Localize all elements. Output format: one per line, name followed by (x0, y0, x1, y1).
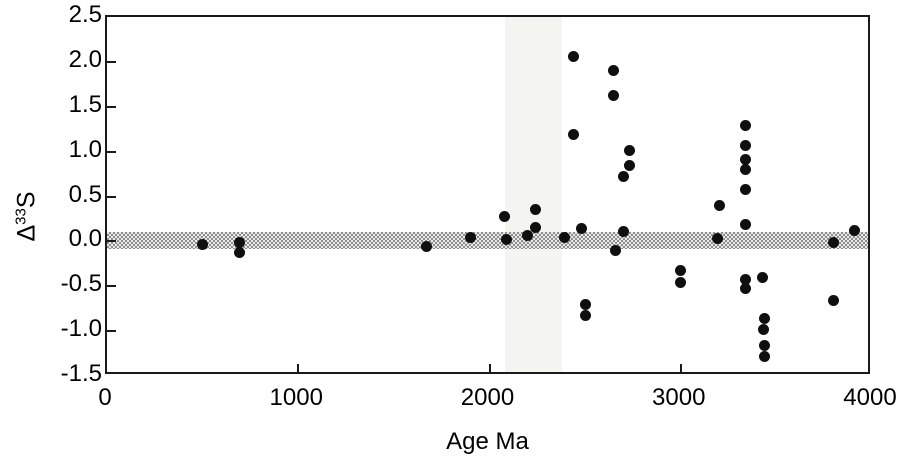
x-axis-title: Age Ma (446, 428, 529, 455)
data-point (608, 65, 620, 77)
y-axis-tick-mark (107, 60, 116, 63)
y-axis-tick-label: -1.0 (60, 315, 102, 343)
zero-reference-band (107, 231, 868, 250)
data-point (759, 339, 771, 351)
x-axis-tick-mark (488, 364, 491, 372)
x-axis-tick-label: 3000 (652, 384, 706, 411)
y-axis-tick-label: -1.5 (60, 360, 102, 387)
data-point (608, 89, 620, 101)
y-axis-tick-label: 0.0 (68, 225, 102, 253)
data-point (234, 236, 246, 248)
plot-area (105, 15, 870, 374)
data-point (529, 221, 541, 233)
data-point (740, 120, 752, 132)
data-point (740, 154, 752, 166)
data-point (558, 232, 570, 244)
y-axis-tick-mark (107, 195, 116, 198)
x-axis-tick-label: 4000 (843, 384, 897, 411)
y-axis-tick-label: 2.5 (68, 1, 102, 28)
data-point (740, 218, 752, 230)
data-point (759, 313, 771, 325)
data-point (623, 160, 635, 172)
data-point (740, 183, 752, 195)
data-point (828, 295, 840, 307)
data-point (759, 350, 771, 362)
y-axis-title-superscript: 33 (12, 208, 30, 225)
x-axis-tick-mark (679, 364, 682, 372)
x-axis-tick-label: 2000 (460, 384, 515, 411)
data-point (579, 298, 591, 310)
data-point (420, 241, 432, 253)
y-axis-tick-label: 0.5 (68, 180, 102, 208)
data-point (579, 310, 591, 322)
y-axis-tick-mark (107, 285, 116, 288)
data-point (675, 264, 687, 276)
y-axis-title: Δ33S (13, 162, 42, 272)
data-point (529, 203, 541, 215)
x-axis-tick-label: 1000 (269, 384, 323, 411)
y-axis-tick-label: 1.5 (68, 90, 102, 118)
data-point (197, 238, 209, 250)
scan-artifact-stripe (504, 17, 563, 372)
data-point (575, 223, 587, 235)
data-point (568, 50, 580, 62)
y-axis-tick-label: 1.0 (68, 135, 102, 163)
data-point (568, 129, 580, 141)
y-axis-tick-mark (107, 330, 116, 333)
y-axis-tick-mark (107, 150, 116, 153)
data-point (617, 171, 629, 183)
data-point (740, 164, 752, 176)
x-axis-tick-mark (297, 364, 300, 372)
data-point (849, 225, 861, 237)
data-point (828, 236, 840, 248)
y-axis-tick-label: 2.0 (68, 45, 102, 73)
data-point (740, 273, 752, 285)
data-point (499, 210, 511, 222)
data-point (757, 271, 769, 283)
data-point (758, 323, 770, 335)
data-point (711, 233, 723, 245)
data-point (610, 244, 622, 256)
y-axis-title-element: S (12, 191, 41, 209)
data-point (623, 145, 635, 157)
y-axis-tick-label: -0.5 (60, 270, 102, 298)
data-point (740, 283, 752, 295)
data-point (234, 246, 246, 258)
data-point (464, 232, 476, 244)
data-point (713, 199, 725, 211)
data-point (617, 226, 629, 237)
data-point (501, 234, 513, 246)
data-point (675, 277, 687, 289)
data-point (740, 139, 752, 151)
y-axis-tick-mark (107, 105, 116, 108)
data-point (522, 229, 534, 241)
y-axis-title-delta: Δ (12, 224, 41, 242)
x-axis-tick-label: 0 (98, 384, 112, 411)
y-axis-tick-mark (107, 240, 116, 243)
